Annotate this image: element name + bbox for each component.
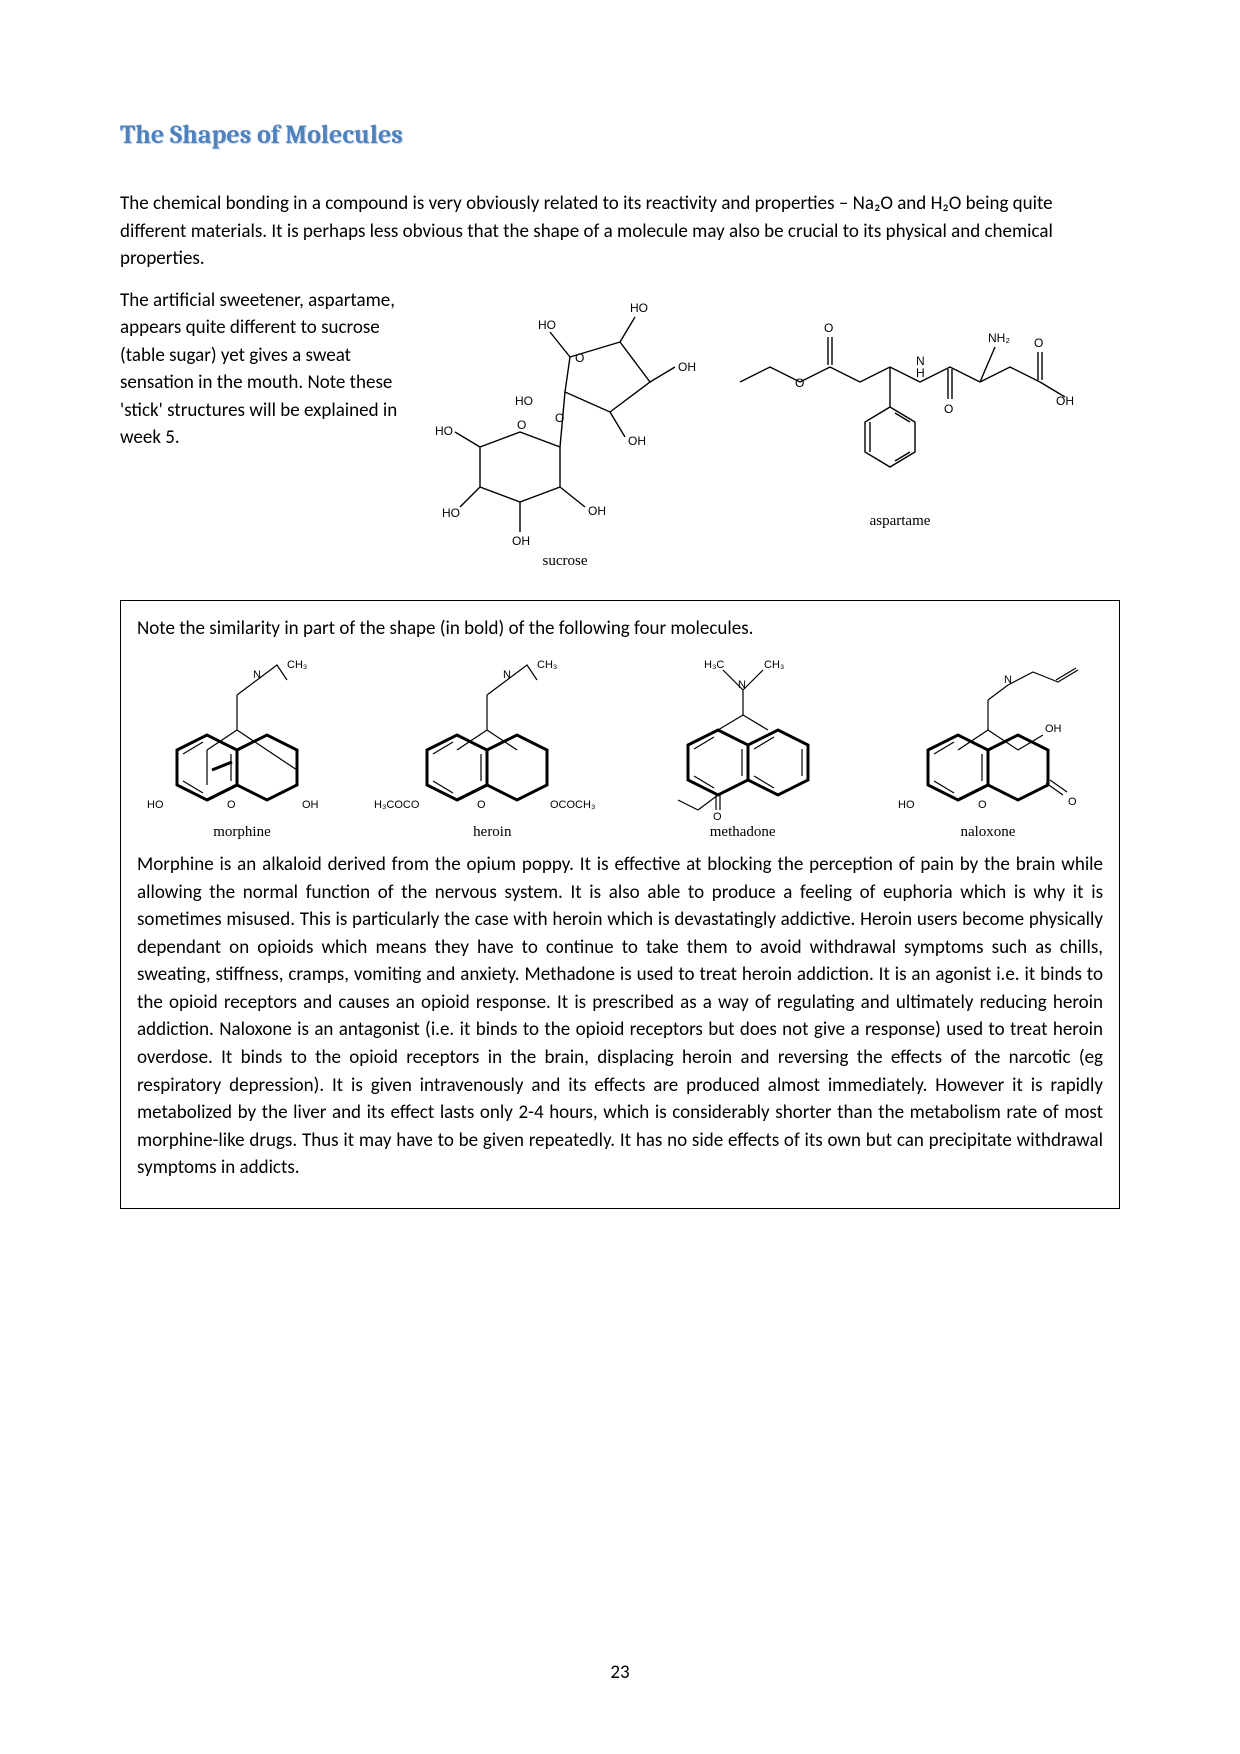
svg-text:OH: OH [1056, 394, 1074, 408]
svg-text:H₃C: H₃C [704, 659, 724, 671]
svg-text:HO: HO [515, 394, 533, 408]
svg-text:OH: OH [302, 799, 319, 811]
svg-text:O: O [1068, 796, 1077, 808]
svg-text:O: O [227, 799, 236, 811]
svg-text:HO: HO [538, 318, 556, 332]
svg-text:HO: HO [442, 506, 460, 520]
methadone-caption: methadone [710, 824, 776, 841]
page-title: The Shapes of Molecules [120, 120, 1120, 150]
methadone-structure: H₃C CH₃ N O [638, 650, 848, 820]
svg-text:O: O [824, 321, 833, 335]
box-body: Morphine is an alkaloid derived from the… [137, 851, 1103, 1182]
aspartame-structure: O O N H O NH₂ O OH [720, 287, 1080, 507]
heroin-structure: CH₃ N H₃COCO OCOCH₃ O [372, 650, 612, 820]
svg-text:O: O [1034, 336, 1043, 350]
molecule-row: CH₃ N HO OH O morphine [137, 650, 1103, 841]
sucrose-caption: sucrose [543, 553, 588, 570]
svg-text:N: N [253, 669, 261, 681]
intro-paragraph: The chemical bonding in a compound is ve… [120, 190, 1120, 273]
svg-text:O: O [477, 799, 486, 811]
naloxone-caption: naloxone [960, 824, 1015, 841]
page-number: 23 [0, 1661, 1240, 1684]
svg-text:OH: OH [628, 434, 646, 448]
svg-text:N: N [503, 669, 511, 681]
aspartame-figure: O O N H O NH₂ O OH aspartame [720, 287, 1080, 530]
svg-text:N: N [1004, 674, 1012, 686]
svg-text:CH₃: CH₃ [287, 659, 307, 671]
svg-text:O: O [944, 402, 953, 416]
svg-text:O: O [713, 811, 722, 820]
page: The Shapes of Molecules The chemical bon… [0, 0, 1240, 1754]
sucrose-structure: HO HO OH OH O O O HO HO OH OH HO [420, 287, 710, 547]
svg-text:HO: HO [898, 799, 915, 811]
svg-text:OH: OH [678, 360, 696, 374]
heroin-figure: CH₃ N H₃COCO OCOCH₃ O heroin [372, 650, 612, 841]
naloxone-structure: N OH HO O O [873, 650, 1103, 820]
svg-text:OH: OH [588, 504, 606, 518]
svg-text:O: O [555, 411, 564, 425]
svg-text:OCOCH₃: OCOCH₃ [550, 799, 595, 811]
svg-text:NH₂: NH₂ [988, 331, 1010, 345]
morphine-caption: morphine [213, 824, 271, 841]
opioid-box: Note the similarity in part of the shape… [120, 600, 1120, 1209]
aspartame-caption: aspartame [870, 513, 931, 530]
morphine-structure: CH₃ N HO OH O [137, 650, 347, 820]
svg-text:H₃COCO: H₃COCO [374, 799, 420, 811]
svg-text:H: H [916, 366, 925, 380]
heroin-caption: heroin [473, 824, 511, 841]
svg-text:O: O [517, 418, 526, 432]
svg-text:CH₃: CH₃ [537, 659, 557, 671]
sweetener-text-col: The artificial sweetener, aspartame, app… [120, 287, 400, 570]
svg-text:CH₃: CH₃ [764, 659, 784, 671]
svg-text:HO: HO [147, 799, 164, 811]
sweetener-row: The artificial sweetener, aspartame, app… [120, 287, 1120, 570]
svg-text:HO: HO [435, 424, 453, 438]
svg-text:O: O [978, 799, 987, 811]
sucrose-figure: HO HO OH OH O O O HO HO OH OH HO sucrose [420, 287, 710, 570]
svg-text:N: N [738, 679, 746, 691]
sweetener-paragraph: The artificial sweetener, aspartame, app… [120, 287, 400, 452]
svg-text:O: O [795, 376, 804, 390]
svg-text:O: O [575, 351, 584, 365]
svg-text:OH: OH [512, 534, 530, 547]
sweetener-figures: HO HO OH OH O O O HO HO OH OH HO sucrose [420, 287, 1120, 570]
methadone-figure: H₃C CH₃ N O methadone [638, 650, 848, 841]
naloxone-figure: N OH HO O O naloxone [873, 650, 1103, 841]
svg-text:OH: OH [1045, 723, 1062, 735]
morphine-figure: CH₃ N HO OH O morphine [137, 650, 347, 841]
box-intro: Note the similarity in part of the shape… [137, 615, 1103, 643]
svg-text:HO: HO [630, 301, 648, 315]
